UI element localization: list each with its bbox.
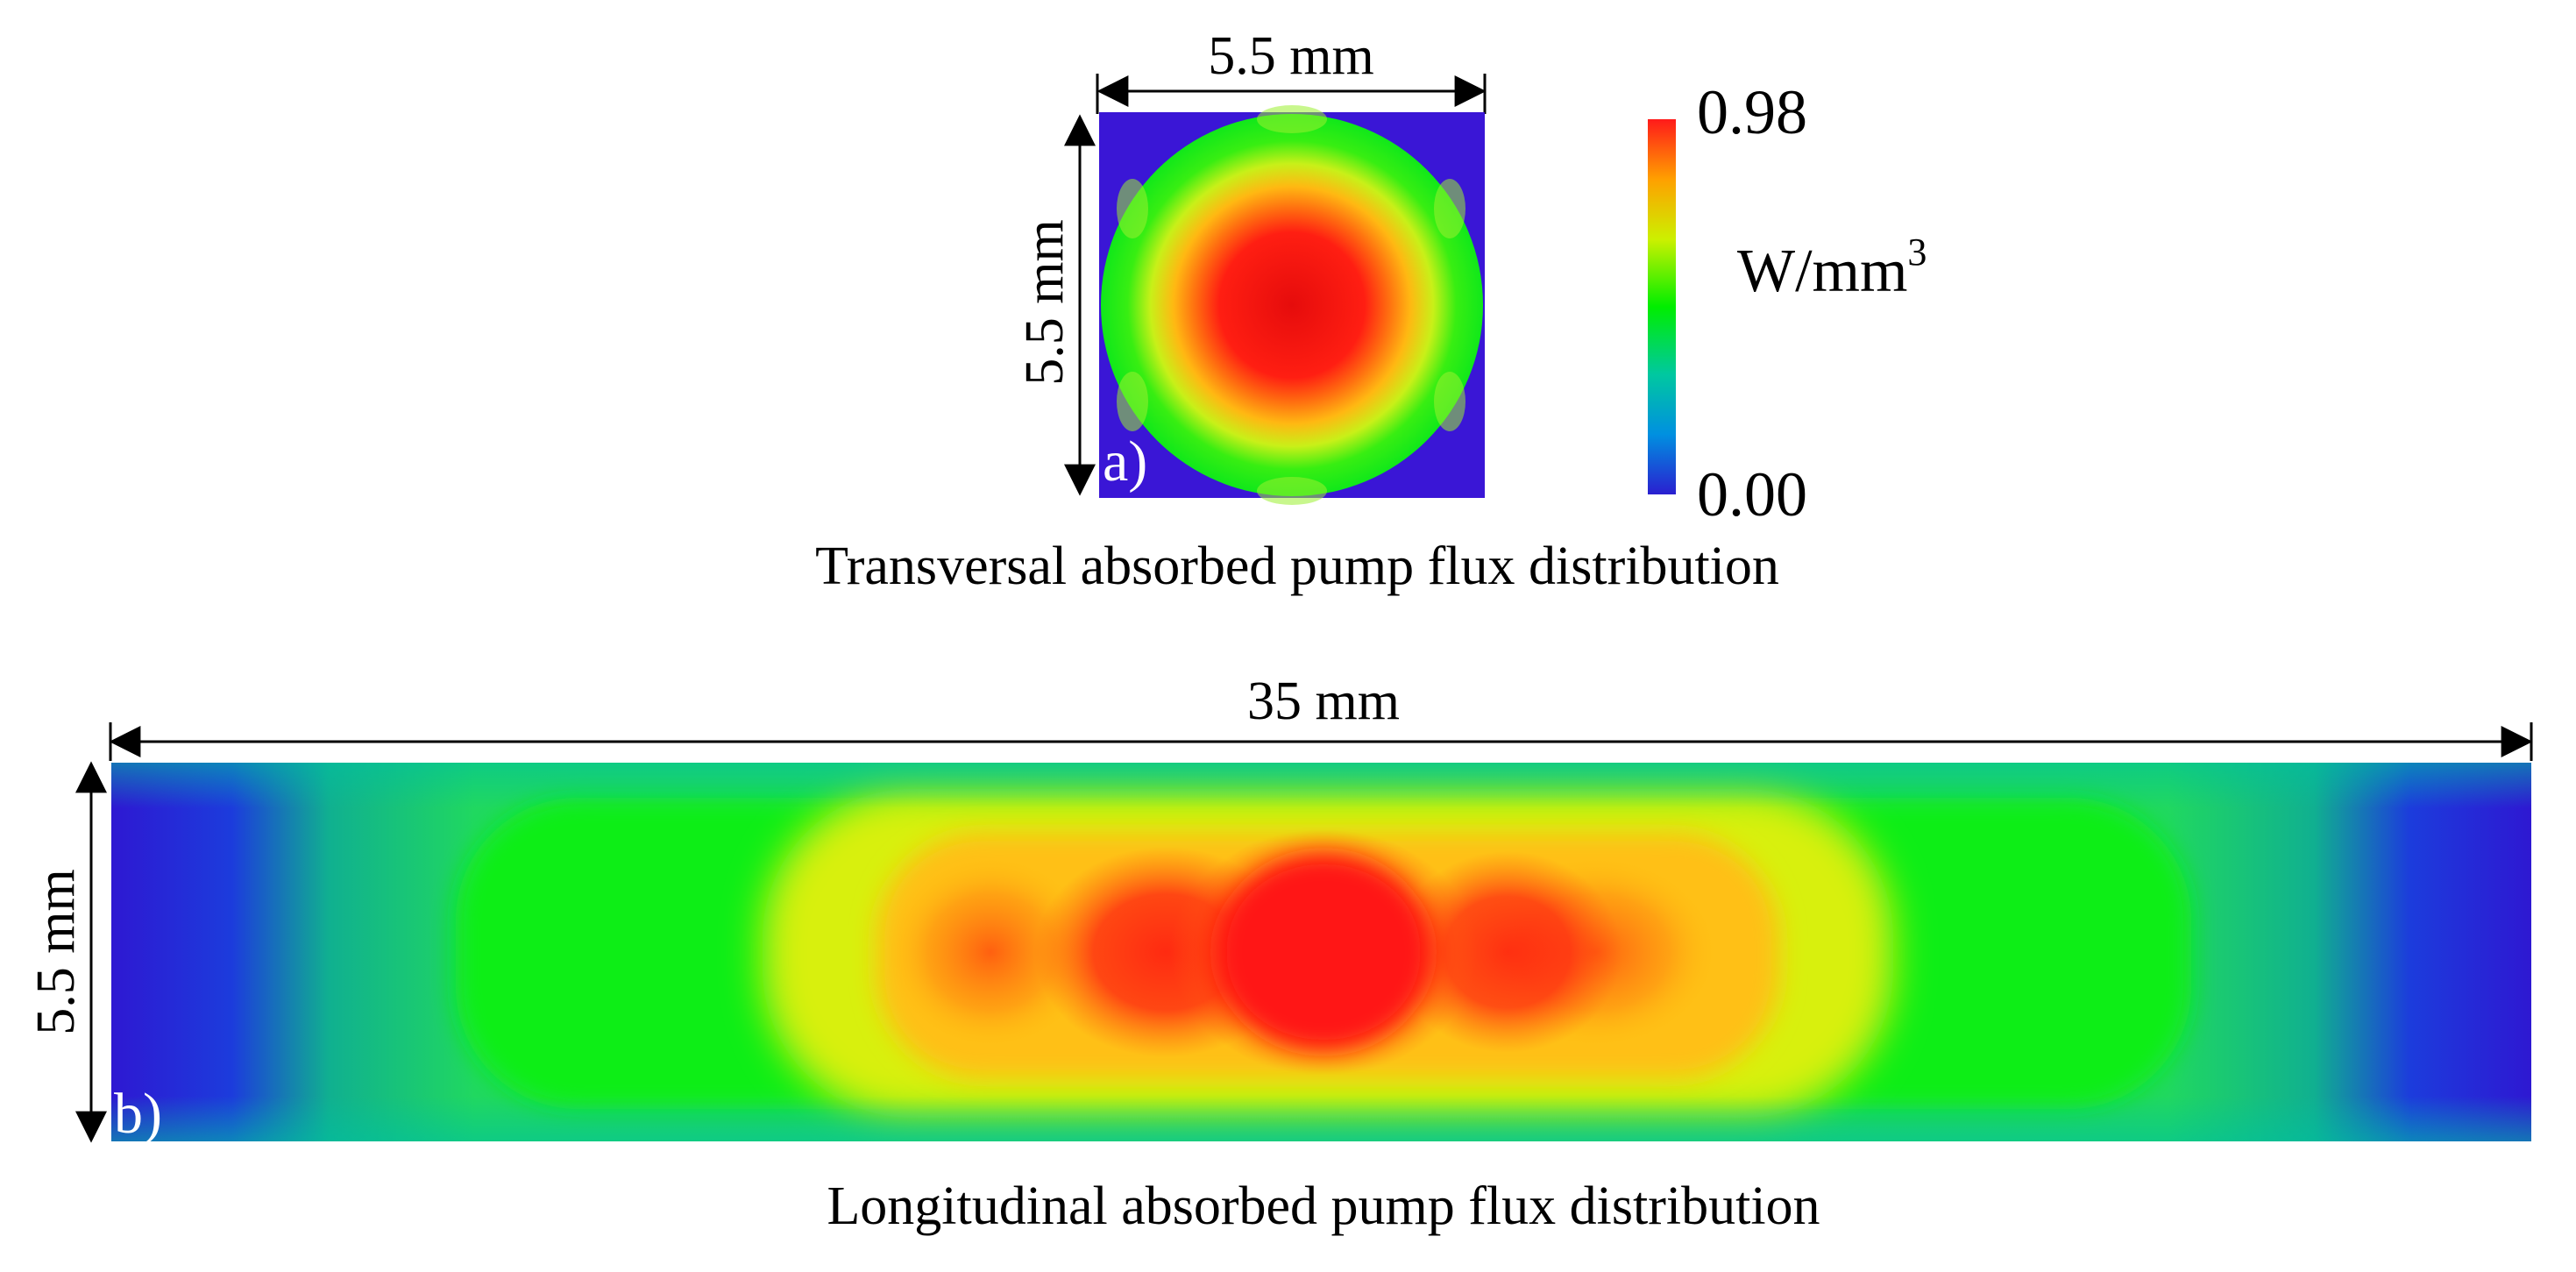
colorbar-unit-exponent: 3 [1907, 231, 1927, 274]
colorbar-scale [1648, 119, 1676, 494]
panel-b-caption: Longitudinal absorbed pump flux distribu… [827, 1176, 1820, 1236]
panel-a-edge-highlights [1117, 105, 1465, 505]
panel-a-width-label: 5.5 mm [1208, 26, 1373, 86]
panel-b-height-label: 5.5 mm [26, 869, 86, 1034]
panel-a-caption: Transversal absorbed pump flux distribut… [815, 537, 1779, 596]
colorbar-max-label: 0.98 [1697, 77, 1807, 147]
panel-a-flux-disc [1101, 114, 1483, 496]
colorbar-unit-base: W/mm [1737, 238, 1907, 305]
panel-b-width-label: 35 mm [1247, 672, 1400, 731]
panel-b-label: b) [114, 1082, 162, 1146]
panel-a-label: a) [1103, 430, 1147, 494]
panel-b-flux-map [111, 763, 2531, 1141]
panel-a-height-label: 5.5 mm [1015, 219, 1075, 385]
colorbar: 0.98 0.00 W/mm3 [1648, 77, 1927, 529]
panel-b: 35 mm 5.5 mm b) Longitudinal absorbed pu… [26, 672, 2533, 1236]
colorbar-min-label: 0.00 [1697, 459, 1807, 529]
colorbar-unit: W/mm3 [1737, 231, 1927, 305]
panel-a: 5.5 mm 5.5 mm a) Transversal absorbed pu… [815, 26, 1779, 596]
